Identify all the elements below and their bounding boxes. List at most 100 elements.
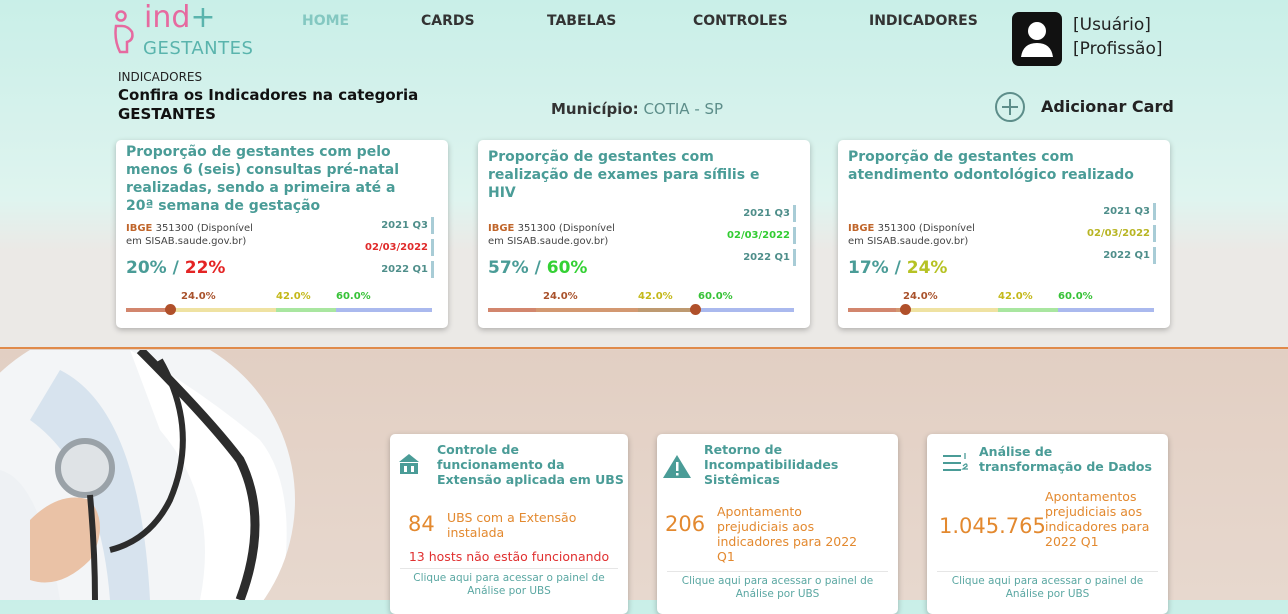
control-card[interactable]: Controle de funcionamento da Extensão ap…: [390, 434, 628, 614]
bar-progress: [488, 308, 695, 312]
ibge-source: IBGE 351300 (Disponível em SISAB.saude.g…: [848, 222, 988, 248]
threshold-label: 60.0%: [336, 291, 371, 302]
bar-marker: [900, 304, 911, 315]
control-number: 1.045.765: [939, 514, 1046, 538]
ibge-label: IBGE: [848, 223, 875, 234]
user-profession: [Profissão]: [1073, 39, 1163, 59]
period: 2022 Q1: [1103, 247, 1156, 264]
threshold-label: 42.0%: [276, 291, 311, 302]
control-link[interactable]: Clique aqui para acessar o painel de Aná…: [937, 571, 1158, 601]
indicator-card[interactable]: Proporção de gestantes com atendimento o…: [838, 140, 1170, 328]
control-number: 206: [665, 512, 706, 536]
period: 2022 Q1: [381, 261, 434, 278]
user-name: [Usuário]: [1073, 15, 1151, 35]
value-separator: /: [534, 258, 541, 278]
add-card-icon[interactable]: [994, 91, 1026, 123]
section-label: INDICADORES: [118, 70, 203, 84]
ibge-label: IBGE: [488, 223, 515, 234]
value-previous: 57%: [488, 258, 529, 278]
logo-icon: [114, 10, 134, 54]
ibge-text: 351300 (Disponível em SISAB.saude.gov.br…: [126, 223, 253, 247]
page-category: GESTANTES: [118, 105, 216, 123]
add-card[interactable]: Adicionar Card: [1041, 97, 1174, 116]
nav-item[interactable]: CARDS: [421, 13, 475, 29]
control-description: UBS com a Extensão instalada: [447, 510, 577, 540]
control-card[interactable]: Análise de transformação de Dados 1.045.7…: [927, 434, 1168, 614]
value-previous: 17%: [848, 258, 889, 278]
indicator-title: Proporção de gestantes com realização de…: [488, 149, 760, 201]
doctor-image: [0, 350, 295, 600]
bar-segment: [276, 308, 336, 312]
control-link[interactable]: Clique aqui para acessar o painel de Aná…: [400, 568, 618, 598]
municipio-label: Município:: [551, 100, 639, 118]
period: 2021 Q3: [381, 217, 434, 234]
bar-progress: [126, 308, 170, 312]
control-title: Análise de transformação de Dados: [979, 444, 1152, 474]
threshold-label: 60.0%: [1058, 291, 1093, 302]
value-current: 24%: [906, 258, 948, 278]
nav-item[interactable]: CONTROLES: [693, 13, 788, 29]
ibge-source: IBGE 351300 (Disponível em SISAB.saude.g…: [488, 222, 628, 248]
threshold-label: 42.0%: [998, 291, 1033, 302]
nav-item[interactable]: TABELAS: [547, 13, 617, 29]
threshold-label: 24.0%: [181, 291, 216, 302]
control-description: Apontamento prejudiciais aos indicadores…: [717, 504, 858, 564]
period: 02/03/2022: [365, 239, 434, 256]
value-current: 60%: [546, 258, 588, 278]
card-icon: [943, 453, 968, 471]
control-number: 84: [408, 512, 435, 536]
bar-progress: [848, 308, 905, 312]
period: 2021 Q3: [1103, 203, 1156, 220]
bar-marker: [690, 304, 701, 315]
indicator-title: Proporção de gestantes com atendimento o…: [848, 149, 1134, 183]
value-current: 22%: [184, 258, 226, 278]
period: 02/03/2022: [727, 227, 796, 244]
municipio: Município: COTIA - SP: [551, 100, 723, 118]
card-icon: [663, 455, 691, 478]
divider: [0, 347, 1288, 349]
threshold-label: 24.0%: [543, 291, 578, 302]
bar-segment: [1058, 308, 1154, 312]
threshold-label: 24.0%: [903, 291, 938, 302]
threshold-label: 60.0%: [698, 291, 733, 302]
period: 2022 Q1: [743, 249, 796, 266]
ibge-label: IBGE: [126, 223, 153, 234]
logo-word-wrap: ind+: [144, 0, 216, 36]
page: ind+ Gestantes { "logo": {"word": "ind",…: [0, 0, 1288, 600]
control-alert: 13 hosts não estão funcionando: [408, 549, 610, 564]
indicator-card[interactable]: Proporção de gestantes com realização de…: [478, 140, 810, 328]
user-avatar[interactable]: [1012, 12, 1062, 66]
indicator-values: 57% / 60%: [488, 258, 587, 278]
control-description: Apontamentos prejudiciais aos indicadore…: [1045, 489, 1150, 549]
bar-segment: [336, 308, 432, 312]
control-card[interactable]: Retorno de Incompatibilidades Sistêmicas…: [657, 434, 898, 614]
logo-plus: +: [190, 0, 216, 35]
value-separator: /: [894, 258, 901, 278]
indicator-values: 20% / 22%: [126, 258, 225, 278]
ibge-text: 351300 (Disponível em SISAB.saude.gov.br…: [848, 223, 975, 247]
bar-segment: [896, 308, 998, 312]
logo-subtitle: GESTANTES: [143, 38, 254, 59]
page-title: Confira os Indicadores na categoria: [118, 86, 419, 104]
period: 02/03/2022: [1087, 225, 1156, 242]
nav-item[interactable]: HOME: [302, 13, 350, 29]
ibge-source: IBGE 351300 (Disponível em SISAB.saude.g…: [126, 222, 266, 248]
ibge-text: 351300 (Disponível em SISAB.saude.gov.br…: [488, 223, 615, 247]
value-previous: 20%: [126, 258, 167, 278]
nav-item[interactable]: INDICADORES: [869, 13, 978, 29]
control-title: Retorno de Incompatibilidades Sistêmicas: [704, 442, 839, 487]
bar-segment: [174, 308, 276, 312]
indicator-card[interactable]: Proporção de gestantes com pelo menos 6 …: [116, 140, 448, 328]
control-link[interactable]: Clique aqui para acessar o painel de Aná…: [667, 571, 888, 601]
page-body: ind+ GESTANTES HOME CARDS TABELAS CONTRO…: [0, 0, 1288, 600]
logo-word: ind: [144, 0, 191, 35]
period: 2021 Q3: [743, 205, 796, 222]
indicator-values: 17% / 24%: [848, 258, 947, 278]
municipio-value: COTIA - SP: [643, 100, 724, 118]
bar-marker: [165, 304, 176, 315]
value-separator: /: [172, 258, 179, 278]
bar-segment: [698, 308, 794, 312]
control-title: Controle de funcionamento da Extensão ap…: [437, 442, 624, 487]
indicator-title: Proporção de gestantes com pelo menos 6 …: [126, 144, 400, 214]
card-icon: [399, 454, 419, 474]
